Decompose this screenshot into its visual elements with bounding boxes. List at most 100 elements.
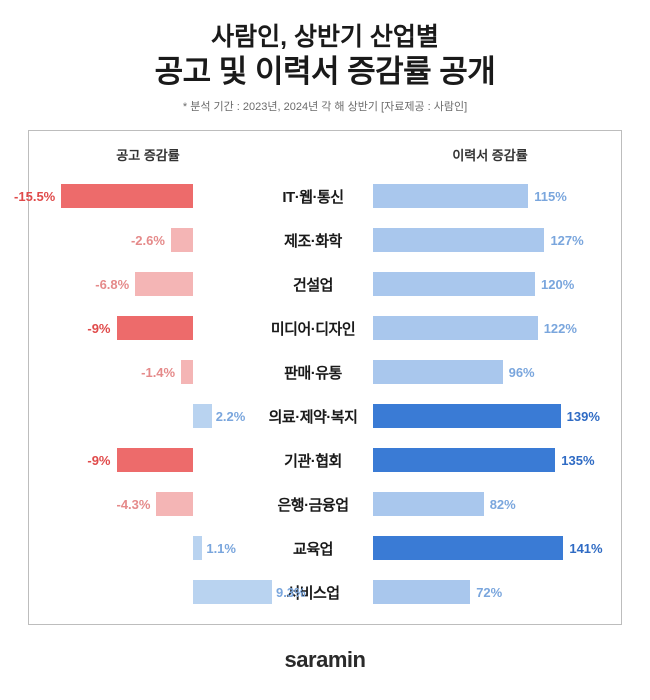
right-bar — [373, 404, 561, 428]
left-value-label: 9.3% — [276, 585, 306, 600]
category-label: 교육업 — [253, 538, 373, 559]
table-row: -2.6% 제조·화학 127% — [43, 218, 607, 262]
left-bar-cell: -4.3% — [43, 482, 253, 526]
right-bar-cell: 141% — [373, 526, 607, 570]
table-row: -9% 기관·협회 135% — [43, 438, 607, 482]
right-value-label: 141% — [569, 541, 602, 556]
right-value-label: 135% — [561, 453, 594, 468]
right-bar — [373, 184, 528, 208]
table-row: 2.2% 의료·제약·복지 139% — [43, 394, 607, 438]
pos-bar-wrap: 9.3% — [193, 580, 306, 604]
neg-bar-wrap: -15.5% — [14, 184, 193, 208]
title-block: 사람인, 상반기 산업별 공고 및 이력서 증감률 공개 — [28, 22, 622, 92]
category-label: 의료·제약·복지 — [253, 406, 373, 427]
right-bar — [373, 536, 563, 560]
category-label: IT·웹·통신 — [253, 186, 373, 207]
right-value-label: 82% — [490, 497, 516, 512]
title-line-1: 사람인, 상반기 산업별 — [28, 22, 622, 53]
right-value-label: 122% — [544, 321, 577, 336]
left-value-label: -9% — [87, 453, 110, 468]
category-label: 제조·화학 — [253, 230, 373, 251]
left-bar — [193, 580, 272, 604]
right-bar — [373, 272, 535, 296]
category-label: 은행·금융업 — [253, 494, 373, 515]
neg-bar-wrap: -4.3% — [116, 492, 193, 516]
table-row: -1.4% 판매·유통 96% — [43, 350, 607, 394]
header-right: 이력서 증감률 — [373, 145, 607, 164]
table-row: -15.5%IT·웹·통신 115% — [43, 174, 607, 218]
chart-rows: -15.5%IT·웹·통신 115% -2.6% 제조·화학 127% -6.8% 건설업 1… — [43, 174, 607, 614]
logo: saramin — [28, 647, 622, 673]
right-bar-cell: 96% — [373, 350, 607, 394]
left-value-label: -2.6% — [131, 233, 165, 248]
pos-bar-wrap: 2.2% — [193, 404, 245, 428]
chart-headers: 공고 증감률 이력서 증감률 — [43, 145, 607, 164]
right-value-label: 127% — [550, 233, 583, 248]
left-bar-cell: -15.5% — [43, 174, 253, 218]
right-value-label: 72% — [476, 585, 502, 600]
category-label: 기관·협회 — [253, 450, 373, 471]
right-value-label: 96% — [509, 365, 535, 380]
left-bar — [193, 404, 212, 428]
left-value-label: -9% — [87, 321, 110, 336]
neg-bar-wrap: -9% — [87, 316, 193, 340]
right-bar — [373, 448, 555, 472]
left-bar — [181, 360, 193, 384]
left-bar — [61, 184, 193, 208]
left-bar — [156, 492, 193, 516]
left-bar — [171, 228, 193, 252]
left-bar-cell: -9% — [43, 306, 253, 350]
left-value-label: -15.5% — [14, 189, 55, 204]
logo-text: saramin — [285, 647, 366, 672]
left-value-label: -6.8% — [95, 277, 129, 292]
left-bar — [117, 448, 194, 472]
right-bar — [373, 580, 470, 604]
left-value-label: -1.4% — [141, 365, 175, 380]
header-left: 공고 증감률 — [43, 145, 253, 164]
table-row: 1.1% 교육업 141% — [43, 526, 607, 570]
title-line-2: 공고 및 이력서 증감률 공개 — [28, 53, 622, 92]
right-bar-cell: 122% — [373, 306, 607, 350]
table-row: 9.3%서비스업72% — [43, 570, 607, 614]
category-label: 미디어·디자인 — [253, 318, 373, 339]
infographic-container: 사람인, 상반기 산업별 공고 및 이력서 증감률 공개 * 분석 기간 : 2… — [0, 0, 650, 673]
neg-bar-wrap: -1.4% — [141, 360, 193, 384]
right-bar-cell: 115% — [373, 174, 607, 218]
category-label: 판매·유통 — [253, 362, 373, 383]
left-bar-cell: -1.4% — [43, 350, 253, 394]
right-bar-cell: 120% — [373, 262, 607, 306]
category-label: 건설업 — [253, 274, 373, 295]
left-bar — [117, 316, 194, 340]
right-value-label: 115% — [534, 189, 567, 204]
header-spacer — [253, 145, 373, 164]
right-value-label: 139% — [567, 409, 600, 424]
table-row: -4.3% 은행·금융업 82% — [43, 482, 607, 526]
table-row: -6.8% 건설업 120% — [43, 262, 607, 306]
pos-bar-wrap: 1.1% — [193, 536, 236, 560]
neg-bar-wrap: -9% — [87, 448, 193, 472]
left-bar-cell: -6.8% — [43, 262, 253, 306]
left-bar-cell: 1.1% — [43, 526, 253, 570]
left-bar — [193, 536, 202, 560]
right-bar — [373, 360, 503, 384]
table-row: -9% 미디어·디자인 122% — [43, 306, 607, 350]
right-bar — [373, 316, 538, 340]
left-bar — [135, 272, 193, 296]
left-value-label: -4.3% — [116, 497, 150, 512]
neg-bar-wrap: -2.6% — [131, 228, 193, 252]
right-value-label: 120% — [541, 277, 574, 292]
right-bar — [373, 228, 544, 252]
left-bar-cell: 9.3% — [43, 570, 253, 614]
neg-bar-wrap: -6.8% — [95, 272, 193, 296]
subtitle: * 분석 기간 : 2023년, 2024년 각 해 상반기 [자료제공 : 사… — [28, 98, 622, 114]
left-bar-cell: 2.2% — [43, 394, 253, 438]
left-bar-cell: -9% — [43, 438, 253, 482]
left-value-label: 2.2% — [216, 409, 246, 424]
right-bar-cell: 82% — [373, 482, 607, 526]
right-bar-cell: 72% — [373, 570, 607, 614]
right-bar — [373, 492, 484, 516]
left-value-label: 1.1% — [206, 541, 236, 556]
right-bar-cell: 127% — [373, 218, 607, 262]
right-bar-cell: 135% — [373, 438, 607, 482]
chart-box: 공고 증감률 이력서 증감률 -15.5%IT·웹·통신 115% -2.6% 제조·… — [28, 130, 622, 625]
